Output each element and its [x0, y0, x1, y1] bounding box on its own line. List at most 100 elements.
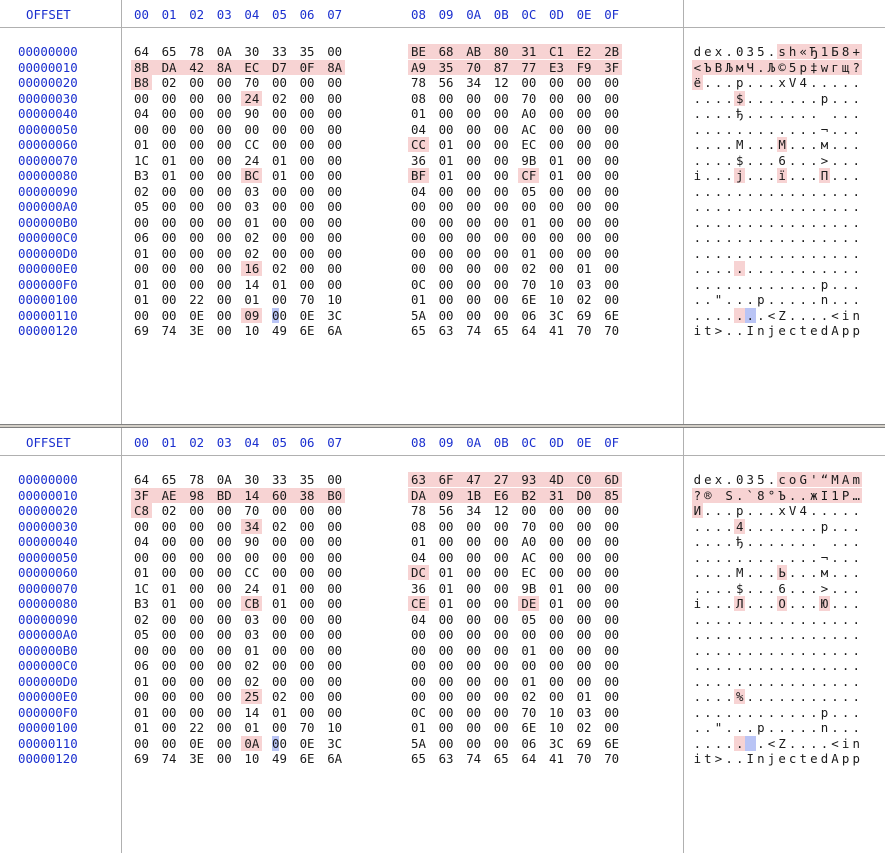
hex-row[interactable]: 00000020 C8 02 00 00 70 00 00 00 78 56 34 12 00 00 00 00…	[0, 503, 885, 518]
hex-byte[interactable]: 49	[272, 323, 287, 338]
hex-byte[interactable]: 00	[272, 565, 287, 580]
hex-byte[interactable]: 00	[134, 261, 149, 276]
hex-byte[interactable]: 00	[189, 90, 205, 106]
hex-byte[interactable]: 00	[216, 75, 232, 90]
hex-byte[interactable]: 00	[466, 596, 482, 611]
hex-row[interactable]: 00000040 04 00 00 00 90 00 00 00 01 00 00 00 A0 00 00 00…	[0, 534, 885, 549]
hex-byte[interactable]: 42	[186, 59, 214, 75]
hex-byte[interactable]: 00	[493, 704, 509, 720]
hex-byte[interactable]: 00	[189, 121, 205, 137]
hex-byte[interactable]: 00	[272, 183, 287, 199]
hex-byte[interactable]: 00	[216, 168, 232, 183]
hex-byte[interactable]: 00	[272, 230, 287, 245]
hex-byte[interactable]: 00	[466, 534, 482, 549]
hex-byte[interactable]: 01	[549, 168, 564, 183]
hex-byte[interactable]: 00	[438, 183, 454, 199]
hex-byte[interactable]: 04	[411, 183, 426, 199]
hex-byte[interactable]: 00	[299, 276, 315, 292]
hex-byte[interactable]: 04	[134, 534, 149, 549]
hex-byte[interactable]: 00	[299, 168, 315, 183]
hex-byte[interactable]: 00	[438, 735, 454, 751]
hex-byte[interactable]: 00	[576, 245, 592, 261]
hex-byte[interactable]: A0	[521, 106, 537, 121]
hex-byte[interactable]: 56	[438, 75, 454, 90]
hex-byte[interactable]: 00	[466, 230, 482, 245]
hex-byte[interactable]: EC	[521, 137, 537, 152]
hex-row[interactable]: 000000C0 06 00 00 00 02 00 00 00 00 00 00 00 00 00 00 00…	[0, 658, 885, 673]
hex-byte[interactable]: 3E	[189, 751, 205, 766]
hex-byte[interactable]: 00	[216, 518, 232, 534]
hex-byte[interactable]: 01	[438, 596, 454, 611]
hex-byte[interactable]: 01	[244, 642, 260, 658]
hex-byte[interactable]: 00	[576, 152, 592, 168]
hex-byte[interactable]: 00	[216, 611, 232, 627]
hex-row[interactable]: 00000050 00 00 00 00 00 00 00 00 04 00 00 00 AC 00 00 00…	[0, 550, 885, 565]
hex-byte[interactable]: 00	[216, 90, 232, 106]
hex-byte[interactable]: 30	[244, 472, 260, 487]
hex-byte[interactable]: 00	[549, 549, 564, 565]
hex-byte[interactable]: 00	[216, 183, 232, 199]
hex-byte[interactable]: DA	[408, 487, 436, 503]
hex-byte[interactable]: 00	[604, 534, 620, 549]
hex-byte[interactable]: 6E	[521, 292, 537, 307]
hex-byte[interactable]: 00	[216, 137, 232, 152]
hex-byte[interactable]: 00	[216, 261, 232, 276]
hex-byte[interactable]: 70	[521, 276, 537, 292]
hex-byte[interactable]: 00	[272, 214, 287, 230]
hex-byte[interactable]: 00	[493, 261, 509, 276]
hex-byte[interactable]: 00	[327, 472, 343, 487]
hex-byte[interactable]: 0A	[216, 472, 232, 487]
hex-byte[interactable]: 12	[493, 75, 509, 90]
hex-byte[interactable]: 00	[327, 704, 343, 720]
hex-byte[interactable]: 02	[521, 689, 537, 704]
hex-byte[interactable]: 36	[411, 152, 426, 168]
hex-byte[interactable]: 00	[521, 503, 537, 518]
hex-byte[interactable]: 00	[216, 199, 232, 214]
hex-byte[interactable]: 00	[604, 518, 620, 534]
hex-byte[interactable]: 70	[521, 704, 537, 720]
hex-byte[interactable]: 00	[134, 549, 149, 565]
hex-byte[interactable]: 00	[272, 673, 287, 689]
hex-byte[interactable]: 00	[576, 503, 592, 518]
hex-row[interactable]: 000000A0 05 00 00 00 03 00 00 00 00 00 00 00 00 00 00 00…	[0, 627, 885, 642]
hex-byte[interactable]: 70	[604, 323, 620, 338]
hex-byte[interactable]: 10	[549, 720, 564, 735]
hex-byte[interactable]: 00	[521, 199, 537, 214]
hex-byte[interactable]: 69	[576, 735, 592, 751]
hex-byte[interactable]: 00	[493, 596, 509, 611]
hex-byte[interactable]: 00	[604, 292, 620, 307]
hex-byte[interactable]: 00	[327, 152, 343, 168]
hex-byte[interactable]: 00	[161, 292, 177, 307]
hex-byte[interactable]: 00	[189, 704, 205, 720]
hex-byte[interactable]: 00	[216, 245, 232, 261]
hex-byte[interactable]: 00	[576, 230, 592, 245]
hex-byte[interactable]: 93	[518, 472, 546, 487]
hex-byte[interactable]: 00	[216, 106, 232, 121]
hex-byte[interactable]: B3	[134, 596, 149, 611]
hex-byte[interactable]: 00	[161, 214, 177, 230]
hex-byte[interactable]: 9B	[521, 152, 537, 168]
hex-byte[interactable]: 05	[521, 611, 537, 627]
hex-byte[interactable]: 00	[189, 137, 205, 152]
hex-byte[interactable]: 00	[299, 199, 315, 214]
hex-byte[interactable]: 01	[134, 276, 149, 292]
hex-byte[interactable]: 00	[327, 596, 343, 611]
hex-byte[interactable]: 00	[299, 596, 315, 611]
hex-byte[interactable]: 00	[604, 503, 620, 518]
hex-byte[interactable]: 00	[549, 518, 564, 534]
hex-byte[interactable]: E2	[573, 44, 602, 59]
hex-byte[interactable]: 03	[244, 199, 260, 214]
hex-byte[interactable]: 70	[463, 59, 491, 75]
hex-byte[interactable]: 00	[299, 658, 315, 673]
hex-byte[interactable]: 00	[327, 611, 343, 627]
hex-row[interactable]: 00000020 B8 02 00 00 70 00 00 00 78 56 34 12 00 00 00 00…	[0, 75, 885, 90]
hex-byte[interactable]: 6E	[604, 735, 620, 751]
hex-row[interactable]: 00000040 04 00 00 00 90 00 00 00 01 00 00 00 A0 00 00 00…	[0, 106, 885, 121]
hex-byte[interactable]: 4D	[546, 472, 574, 487]
hex-byte[interactable]: 00	[576, 565, 592, 580]
hex-byte[interactable]: 00	[272, 75, 287, 90]
hex-byte[interactable]: 77	[518, 59, 546, 75]
hex-byte[interactable]: 12	[493, 503, 509, 518]
hex-byte[interactable]: 00	[604, 214, 620, 230]
hex-byte[interactable]: 00	[299, 106, 315, 121]
